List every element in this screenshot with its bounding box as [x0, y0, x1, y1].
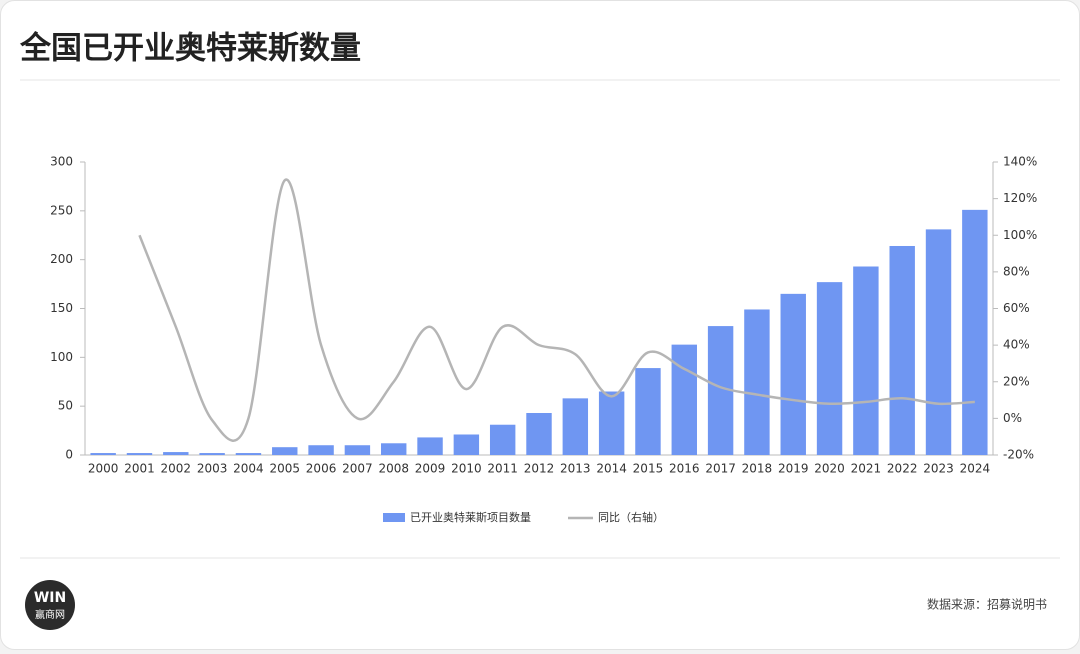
x-tick-label: 2019	[778, 462, 809, 476]
bar	[853, 266, 879, 455]
bar	[744, 309, 770, 455]
y2-tick-label: 60%	[1003, 301, 1030, 315]
bar	[635, 368, 661, 455]
bar	[381, 443, 407, 455]
x-tick-label: 2004	[233, 462, 264, 476]
bar	[925, 229, 952, 455]
y2-tick-label: 120%	[1003, 191, 1037, 205]
y2-tick-label: 40%	[1003, 338, 1030, 352]
x-tick-label: 2000	[88, 462, 119, 476]
bar	[235, 453, 262, 455]
y-tick-label: 250	[50, 203, 73, 217]
bar	[489, 424, 516, 455]
x-tick-label: 2022	[887, 462, 918, 476]
logo-name: 赢商网	[35, 608, 65, 621]
y2-tick-label: -20%	[1003, 448, 1034, 462]
bar	[272, 447, 298, 455]
legend-swatch	[383, 513, 405, 522]
bar	[562, 398, 589, 455]
y2-tick-label: 20%	[1003, 374, 1030, 388]
y2-tick-label: 0%	[1003, 411, 1022, 425]
x-tick-label: 2024	[960, 462, 991, 476]
x-tick-label: 2007	[342, 462, 373, 476]
x-tick-label: 2011	[487, 462, 518, 476]
x-tick-label: 2018	[742, 462, 773, 476]
bar	[344, 445, 371, 455]
x-tick-label: 2012	[524, 462, 555, 476]
x-tick-label: 2006	[306, 462, 337, 476]
bar	[780, 293, 806, 455]
bar	[671, 344, 697, 455]
bar	[453, 434, 480, 455]
y-tick-label: 150	[50, 301, 73, 315]
bar	[816, 282, 843, 455]
x-tick-label: 2014	[596, 462, 627, 476]
x-tick-label: 2017	[705, 462, 736, 476]
legend-label: 同比（右轴）	[598, 510, 664, 524]
x-tick-label: 2015	[633, 462, 664, 476]
bar	[308, 445, 334, 455]
x-tick-label: 2021	[851, 462, 882, 476]
bar	[199, 453, 225, 455]
x-tick-label: 2009	[415, 462, 446, 476]
bar	[598, 391, 625, 455]
x-tick-label: 2005	[269, 462, 300, 476]
bar	[526, 413, 552, 455]
bar	[417, 437, 443, 455]
x-tick-label: 2010	[451, 462, 482, 476]
plot: 0 50 100 150 200 250 300 -20% 0% 20% 40% 60% 80% 100%…	[50, 155, 1037, 525]
bar	[90, 453, 116, 455]
legend-label: 已开业奥特莱斯项目数量	[410, 510, 531, 524]
bar	[163, 452, 189, 455]
x-tick-label: 2001	[124, 462, 155, 476]
x-tick-label: 2003	[197, 462, 228, 476]
x-tick-label: 2013	[560, 462, 591, 476]
y2-tick-label: 140%	[1003, 155, 1037, 169]
logo-mark: WIN	[34, 590, 66, 606]
y-tick-label: 100	[50, 350, 73, 364]
bar	[126, 453, 153, 455]
y-tick-label: 50	[58, 399, 73, 413]
x-tick-label: 2020	[814, 462, 845, 476]
x-tick-label: 2002	[161, 462, 192, 476]
bar	[889, 245, 915, 455]
logo	[25, 580, 75, 630]
y2-tick-label: 100%	[1003, 228, 1037, 242]
bar	[962, 209, 988, 455]
x-tick-label: 2016	[669, 462, 700, 476]
source: 数据来源：招募说明书	[927, 597, 1047, 612]
line	[138, 178, 975, 442]
x-tick-label: 2023	[923, 462, 954, 476]
y-tick-label: 300	[50, 155, 73, 169]
y-tick-label: 0	[65, 448, 73, 462]
y2-tick-label: 80%	[1003, 264, 1030, 278]
chart-title: 全国已开业奥特莱斯数量	[19, 31, 361, 67]
y-tick-label: 200	[50, 252, 73, 266]
x-tick-label: 2008	[378, 462, 409, 476]
